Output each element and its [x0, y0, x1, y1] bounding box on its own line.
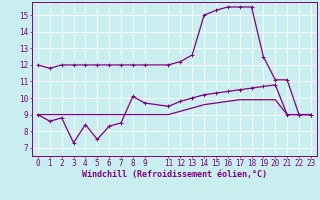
- X-axis label: Windchill (Refroidissement éolien,°C): Windchill (Refroidissement éolien,°C): [82, 170, 267, 179]
